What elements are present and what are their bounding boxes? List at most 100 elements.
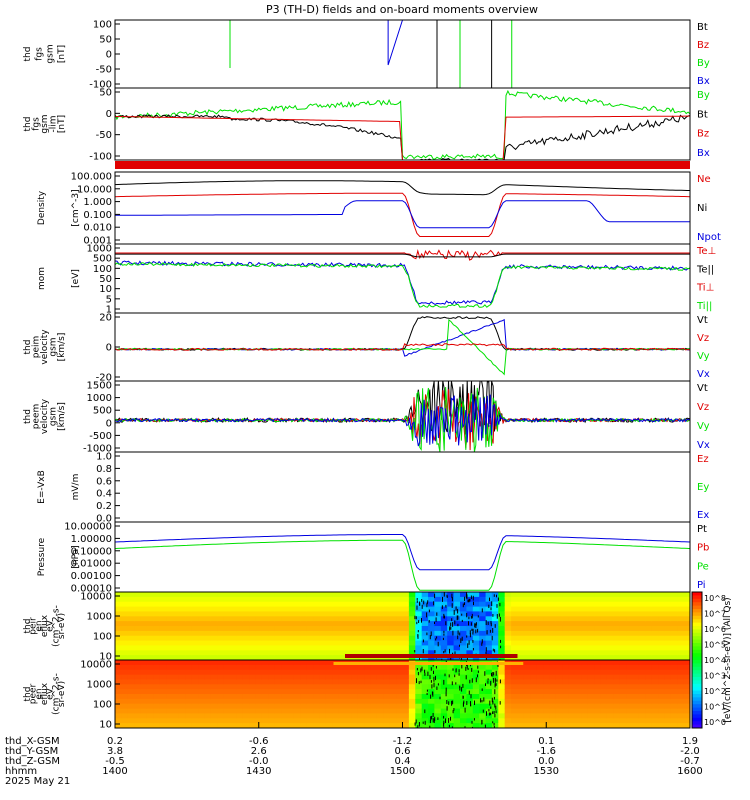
- legend-Pt: Pt: [697, 524, 707, 535]
- spectrogram-cell: [626, 606, 634, 613]
- spectrogram-cell: [185, 664, 193, 671]
- spectrogram-cell: [498, 616, 506, 622]
- spectrogram-cell: [223, 655, 231, 660]
- colorbar-step: [692, 602, 702, 607]
- spectrogram-cell: [217, 684, 225, 690]
- spectrogram-cell: [351, 596, 359, 603]
- spectrogram-cell: [351, 708, 359, 715]
- spectrogram-cell: [134, 718, 142, 724]
- spectrogram-gap: [434, 716, 436, 721]
- spectrogram-cell: [498, 698, 506, 705]
- y-tick-label: 0: [106, 418, 112, 429]
- spectrogram-cell: [134, 611, 142, 617]
- spectrogram-cell: [198, 723, 206, 728]
- y-tick-label: 10: [99, 720, 112, 731]
- spectrogram-cell: [677, 698, 685, 705]
- spectrogram-cell: [402, 684, 410, 690]
- spectrogram-cell: [191, 601, 199, 608]
- spectrogram-cell: [606, 611, 614, 617]
- spectrogram-cell: [658, 611, 666, 617]
- x-tick-label: 1.9: [682, 736, 698, 747]
- spectrogram-cell: [313, 601, 321, 608]
- spectrogram-cell: [447, 596, 455, 603]
- spectrogram-cell: [153, 601, 161, 608]
- spectrogram-cell: [555, 616, 563, 622]
- spectrogram-gap: [426, 602, 428, 605]
- spectrogram-cell: [306, 694, 314, 700]
- spectrogram-gap: [437, 717, 439, 720]
- spectrogram-cell: [268, 606, 276, 613]
- y-axis-label: fgs: [32, 117, 42, 131]
- spectrogram-cell: [651, 660, 659, 666]
- spectrogram-cell: [638, 669, 646, 676]
- spectrogram-cell: [472, 689, 480, 695]
- spectrogram-cell: [210, 655, 218, 660]
- y-tick-label: 1000: [87, 612, 112, 623]
- spectrogram-cell: [683, 694, 690, 700]
- colorbar-tick-label: 10^2: [704, 687, 726, 696]
- spectrogram-cell: [568, 650, 576, 656]
- spectrogram-gap: [430, 680, 432, 683]
- spectrogram-cell: [600, 611, 608, 617]
- spectrogram-cell: [549, 616, 557, 622]
- colorbar-step: [692, 697, 702, 702]
- Npot-line: [115, 200, 690, 229]
- spectrogram-cell: [198, 679, 206, 685]
- spectrogram-cell: [185, 616, 193, 622]
- spectrogram-cell: [332, 703, 340, 710]
- spectrogram-cell: [575, 621, 582, 627]
- spectrogram-cell: [287, 621, 295, 627]
- spectrogram-cell: [166, 606, 174, 613]
- spectrogram-cell: [146, 645, 154, 651]
- spectrogram-gap: [495, 705, 497, 710]
- spectrogram-cell: [645, 606, 653, 613]
- spectrogram-gap: [433, 676, 435, 682]
- spectrogram-cell: [191, 596, 199, 603]
- x-tick-label: 0.4: [395, 756, 411, 767]
- spectrogram-cell: [274, 621, 282, 627]
- spectrogram-cell: [677, 689, 685, 695]
- spectrogram-cell: [166, 689, 174, 695]
- spectrogram-cell: [127, 630, 135, 637]
- spectrogram-cell: [230, 601, 237, 608]
- spectrogram-cell: [683, 621, 690, 627]
- spectrogram-gap: [472, 595, 474, 601]
- spectrogram-cell: [670, 679, 678, 685]
- spectrogram-cell: [587, 660, 595, 666]
- spectrogram-cell: [498, 684, 506, 690]
- spectrogram-cell: [293, 718, 301, 724]
- spectrogram-cell: [466, 689, 474, 695]
- spectrogram-cell: [600, 592, 608, 598]
- spectrogram-cell: [434, 664, 442, 671]
- spectrogram-cell: [389, 689, 397, 695]
- spectrogram-cell: [223, 723, 231, 728]
- spectrogram-cell: [632, 689, 640, 695]
- spectrogram-cell: [293, 684, 301, 690]
- spectrogram-cell: [460, 626, 467, 632]
- spectrogram-cell: [504, 630, 512, 637]
- spectrogram-cell: [153, 708, 161, 715]
- spectrogram-cell: [204, 703, 212, 710]
- spectrogram-cell: [511, 640, 519, 647]
- spectrogram-cell: [345, 694, 352, 700]
- spectrogram-cell: [230, 698, 237, 705]
- spectrogram-cell: [389, 679, 397, 685]
- spectrogram-cell: [491, 698, 499, 705]
- spectrogram-cell: [210, 611, 218, 617]
- spectrogram-gap: [496, 614, 498, 619]
- spectrogram-gap: [435, 617, 437, 622]
- spectrogram-cell: [242, 684, 250, 690]
- y-tick-label: 5: [106, 294, 112, 305]
- spectrogram-cell: [575, 611, 582, 617]
- spectrogram-cell: [159, 684, 167, 690]
- spectrogram-gap: [433, 682, 435, 688]
- spectrogram-cell: [140, 592, 148, 598]
- spectrogram-cell: [677, 635, 685, 642]
- spectrogram-cell: [236, 669, 244, 676]
- spectrogram-gap: [492, 678, 494, 683]
- colorbar-step: [692, 639, 702, 644]
- spectrogram-cell: [613, 669, 621, 676]
- spectrogram-cell: [255, 698, 263, 705]
- spectrogram-cell: [504, 621, 512, 627]
- spectrogram-cell: [172, 660, 180, 666]
